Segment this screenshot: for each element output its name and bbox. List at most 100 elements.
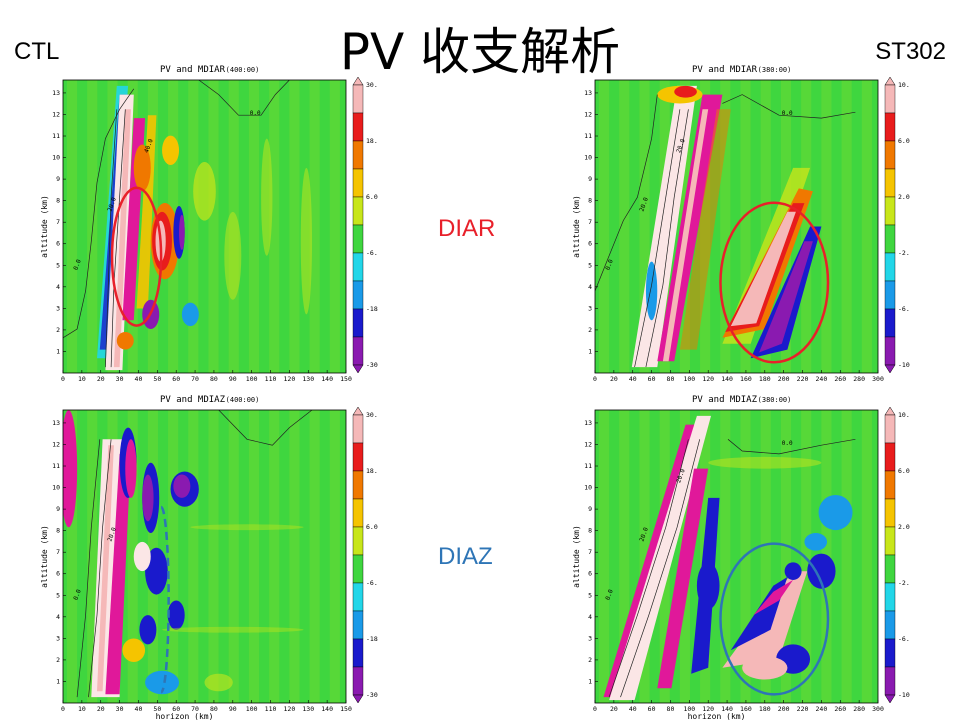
panel-title: PV and MDIAR: [160, 65, 226, 75]
field-region: [662, 109, 709, 362]
pv-contour: [88, 439, 112, 698]
field-stripe: [861, 410, 872, 703]
y-tick-label: 5: [56, 261, 60, 269]
colorbar-label: 6.0: [898, 137, 910, 145]
field-stripe: [861, 80, 872, 373]
colorbar-label: -18.0: [366, 305, 378, 313]
y-axis-label: altitude (km): [572, 195, 581, 258]
contour-label: 0.0: [782, 440, 793, 447]
highlight-annotation: [160, 505, 170, 694]
pv-contour: [620, 439, 701, 698]
y-tick-label: 2: [56, 326, 60, 334]
x-tick-label: 20: [610, 375, 618, 383]
y-tick-label: 13: [584, 89, 592, 97]
colorbar-segment: [352, 252, 364, 282]
field-stripe: [228, 410, 239, 703]
y-tick-label: 5: [56, 591, 60, 599]
colorbar-segment: [884, 224, 896, 254]
field-region: [162, 626, 304, 633]
field-region: [190, 524, 304, 531]
st302-diaz-panel: PV and MDIAZ (380:00) 0.0 20.0 20.0 0.0 0 20 40 6…: [572, 395, 910, 720]
contour-label: 0.0: [604, 588, 614, 601]
diaz-label: DIAZ: [438, 543, 493, 570]
field-stripe: [599, 410, 610, 703]
x-tick-label: 100: [246, 375, 258, 383]
y-axis-label: altitude (km): [40, 195, 49, 258]
contour-label: 0.0: [72, 588, 82, 601]
field-stripe: [329, 80, 340, 373]
field-region: [742, 656, 788, 680]
field-layer: 0.0 20.0: [63, 410, 340, 703]
y-tick-label: 5: [588, 591, 592, 599]
x-tick-label: 60: [172, 375, 180, 383]
y-tick-label: 1: [588, 347, 592, 355]
colorbar-segment: [352, 308, 364, 338]
y-tick-label: 11: [584, 462, 592, 470]
colorbar-segment: [884, 308, 896, 338]
field-stripe: [599, 80, 610, 373]
field-stripe: [67, 80, 78, 373]
x-tick-label: 110: [265, 705, 277, 713]
colorbar-segment: [352, 470, 364, 500]
y-tick-label: 12: [52, 110, 60, 118]
field-stripe: [619, 80, 630, 373]
panel-time-tag: (380:00): [758, 66, 792, 74]
contour-label: 0.0: [250, 110, 261, 117]
field-stripe: [780, 410, 792, 703]
field-stripe: [760, 410, 771, 703]
panel-title: PV and MDIAZ: [692, 395, 758, 405]
field-stripe: [720, 410, 731, 703]
panel-time-tag: (400:00): [226, 66, 260, 74]
contour-label: 0.0: [604, 258, 614, 271]
x-tick-label: 260: [834, 705, 846, 713]
field-stripe: [188, 80, 199, 373]
colorbar-segment: [352, 168, 364, 198]
x-tick-label: 280: [853, 705, 865, 713]
colorbar-segment: [884, 666, 896, 696]
field-stripe: [67, 410, 78, 703]
y-tick-label: 3: [588, 304, 592, 312]
x-tick-label: 130: [302, 705, 314, 713]
x-tick-label: 50: [153, 375, 161, 383]
field-region: [807, 553, 836, 589]
x-tick-label: 220: [797, 705, 809, 713]
field-stripe: [619, 410, 630, 703]
y-tick-label: 3: [588, 634, 592, 642]
field-stripe: [801, 80, 812, 373]
x-tick-label: 140: [321, 705, 333, 713]
x-tick-label: 200: [778, 375, 790, 383]
x-tick-label: 20: [97, 705, 105, 713]
contour-label: 20.0: [106, 526, 118, 542]
pv-contour: [595, 94, 658, 292]
colorbar-segment: [352, 442, 364, 472]
y-tick-label: 10: [52, 154, 60, 162]
diar-label: DIAR: [438, 215, 496, 242]
pv-contour: [722, 94, 856, 119]
x-tick-label: 150: [340, 705, 352, 713]
colorbar-segment: [884, 196, 896, 226]
field-region: [300, 167, 313, 315]
panel-time-tag: (380:00): [758, 396, 792, 404]
colorbar-segment: [352, 498, 364, 528]
colorbar-segment: [884, 498, 896, 528]
colorbar-cap-top: [352, 76, 364, 86]
y-tick-label: 4: [56, 283, 60, 291]
pv-contour: [198, 80, 290, 116]
x-tick-label: 160: [740, 375, 752, 383]
highlight-annotation: [719, 542, 830, 696]
y-tick-label: 7: [56, 548, 60, 556]
x-tick-label: 180: [759, 375, 771, 383]
field-stripe: [821, 80, 832, 373]
pv-contour: [634, 109, 681, 368]
x-tick-label: 80: [210, 705, 218, 713]
colorbar-cap-bottom: [884, 694, 896, 704]
colorbar-label: 10.0: [898, 81, 910, 89]
panel-title: PV and MDIAR: [692, 65, 758, 75]
field-region: [116, 331, 134, 350]
x-tick-label: 150: [340, 375, 352, 383]
x-axis-label: horizon (km): [688, 712, 746, 720]
field-region: [804, 533, 828, 551]
contour-label: 20.0: [675, 468, 687, 484]
x-tick-label: 20: [610, 705, 618, 713]
field-stripe: [639, 410, 650, 703]
